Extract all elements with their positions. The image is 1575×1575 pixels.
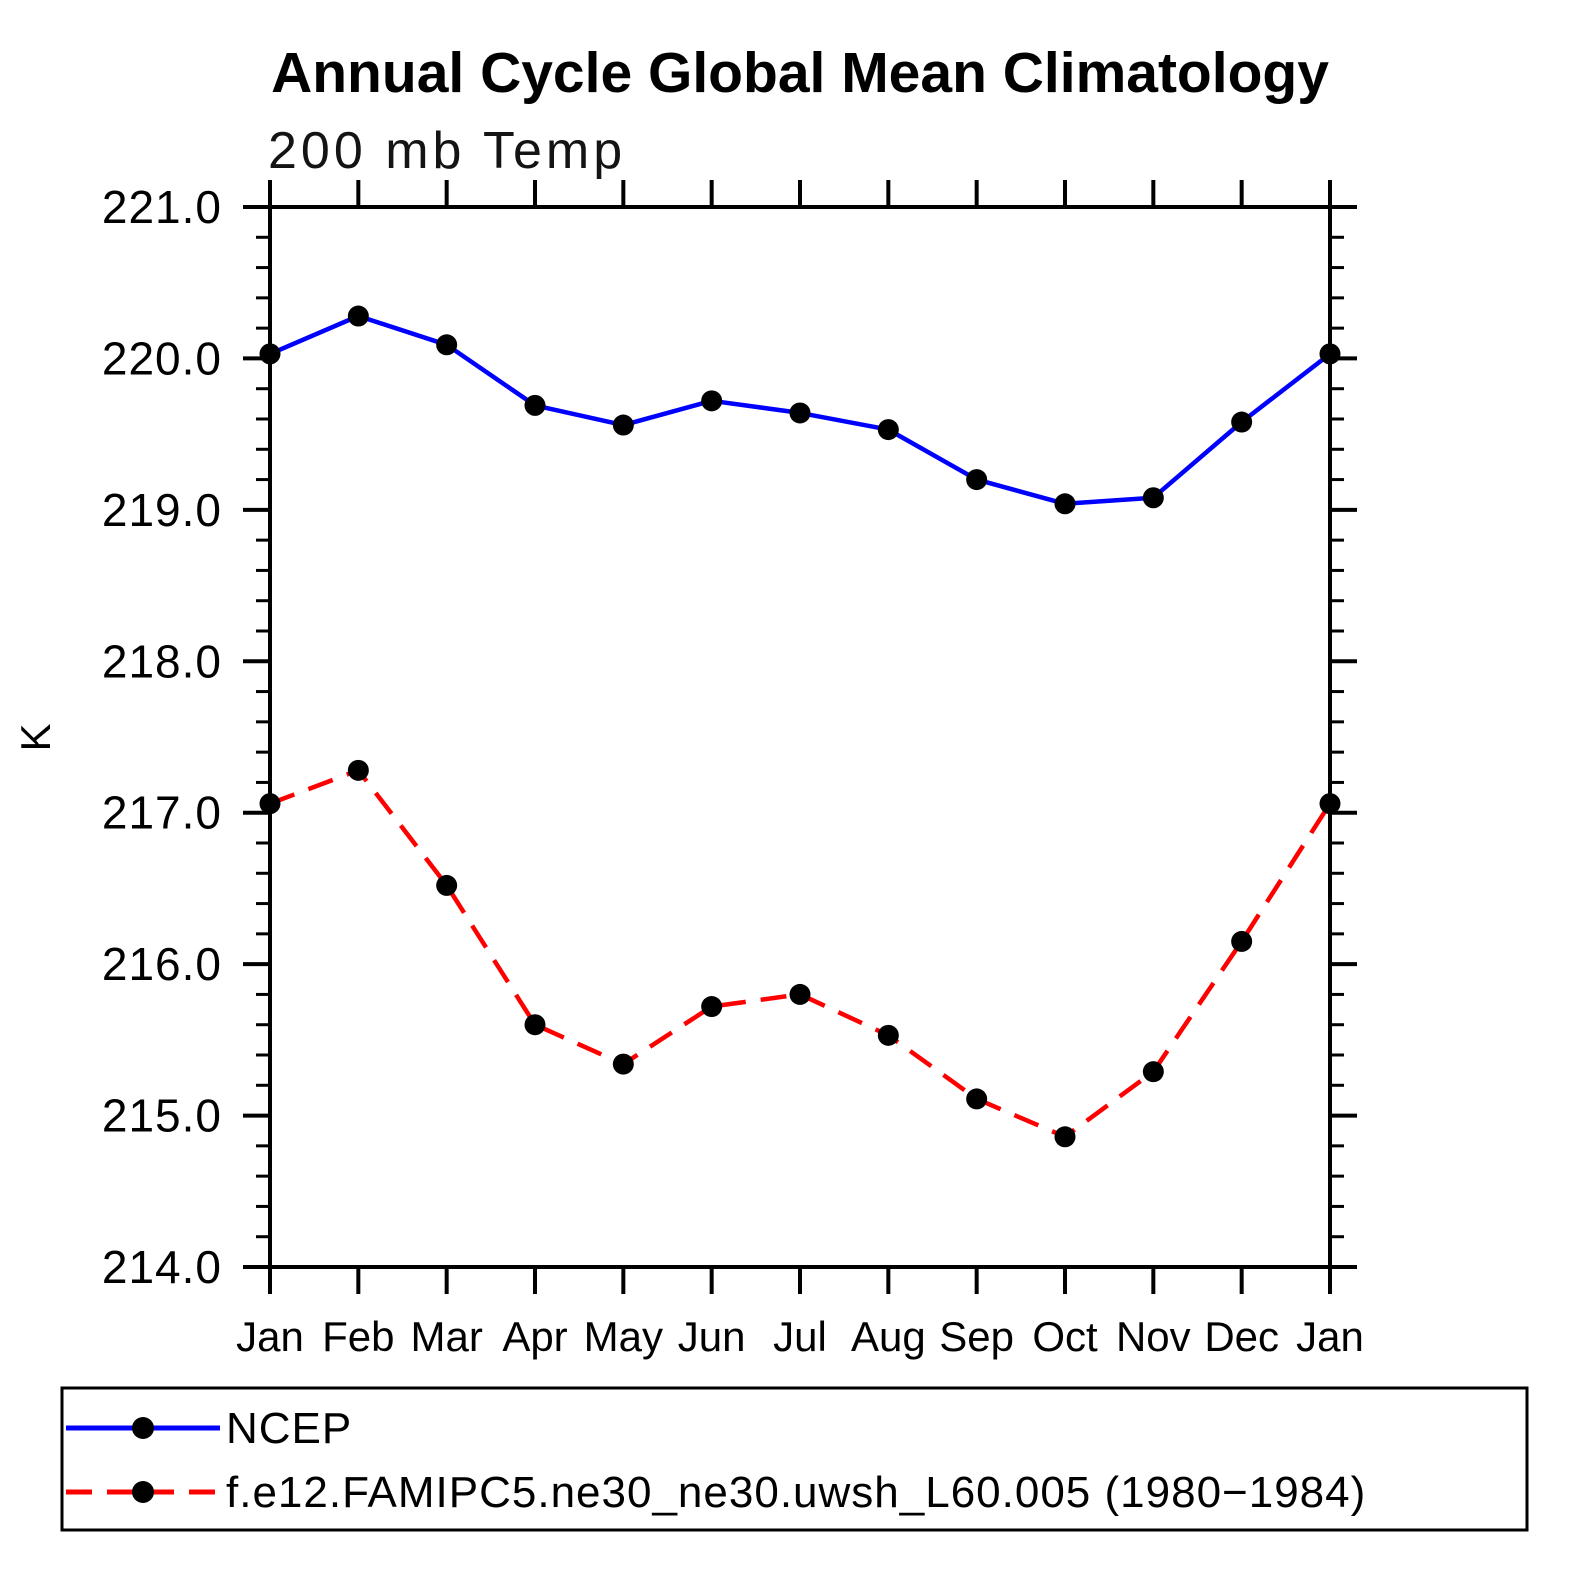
legend-label-ncep: NCEP (226, 1404, 352, 1453)
data-point (1231, 930, 1253, 952)
data-point (877, 419, 899, 441)
y-tick-label: 216.0 (102, 938, 222, 990)
data-point (789, 983, 811, 1005)
data-point (1142, 487, 1164, 509)
data-point (966, 1088, 988, 1110)
data-point (1231, 411, 1253, 433)
x-tick-label: Dec (1204, 1313, 1279, 1360)
data-point (1319, 793, 1341, 815)
data-point (966, 469, 988, 491)
x-tick-label: Feb (322, 1313, 394, 1360)
y-tick-labels: 221.0 220.0 219.0 218.0 217.0 216.0 215.0 214.0 (102, 181, 222, 1293)
series-line-1 (269, 768, 1332, 1140)
data-point (259, 343, 281, 365)
data-series (259, 305, 1341, 1148)
x-tick-label: Nov (1116, 1313, 1191, 1360)
y-tick-label: 220.0 (102, 332, 222, 384)
data-point (701, 996, 723, 1018)
axis-ticks (243, 180, 1357, 1294)
legend-border (60, 1386, 1529, 1532)
x-tick-labels: Jan Feb Mar Apr May Jun Jul Aug Sep Oct Nov Dec Jan (236, 1313, 1364, 1360)
plot-frame (268, 205, 1332, 1269)
x-tick-label: Jan (1296, 1313, 1364, 1360)
data-point (789, 402, 811, 424)
data-point (612, 1053, 634, 1075)
data-point (347, 759, 369, 781)
legend-marker-model (132, 1481, 154, 1503)
data-point (701, 390, 723, 412)
y-tick-label: 218.0 (102, 635, 222, 687)
legend-marker-ncep (132, 1417, 154, 1439)
y-tick-label: 221.0 (102, 181, 222, 233)
x-tick-label: Aug (851, 1313, 926, 1360)
x-tick-label: May (584, 1313, 663, 1360)
data-point (612, 414, 634, 436)
x-tick-label: Oct (1032, 1313, 1098, 1360)
data-point (1319, 343, 1341, 365)
y-tick-label: 214.0 (102, 1241, 222, 1293)
y-tick-label: 219.0 (102, 484, 222, 536)
x-tick-label: Jun (678, 1313, 746, 1360)
data-point (524, 394, 546, 416)
x-tick-label: Sep (939, 1313, 1014, 1360)
data-point (1054, 1126, 1076, 1148)
data-point (1142, 1061, 1164, 1083)
legend-label-model: f.e12.FAMIPC5.ne30_ne30.uwsh_L60.005 (19… (226, 1468, 1366, 1517)
data-point (259, 793, 281, 815)
chart-subtitle: 200 mb Temp (268, 122, 626, 180)
data-point (436, 874, 458, 896)
data-point (877, 1024, 899, 1046)
y-tick-label: 215.0 (102, 1090, 222, 1142)
data-point (1054, 493, 1076, 515)
x-tick-label: Apr (502, 1313, 567, 1360)
data-point (524, 1014, 546, 1036)
legend-box: NCEP f.e12.FAMIPC5.ne30_ne30.uwsh_L60.00… (60, 1386, 1529, 1532)
y-axis-title: K (12, 722, 59, 751)
x-tick-label: Mar (410, 1313, 482, 1360)
data-point (347, 305, 369, 327)
chart-title: Annual Cycle Global Mean Climatology (271, 41, 1329, 105)
x-tick-label: Jul (773, 1313, 827, 1360)
data-point (436, 334, 458, 356)
y-tick-label: 217.0 (102, 787, 222, 839)
x-tick-label: Jan (236, 1313, 304, 1360)
